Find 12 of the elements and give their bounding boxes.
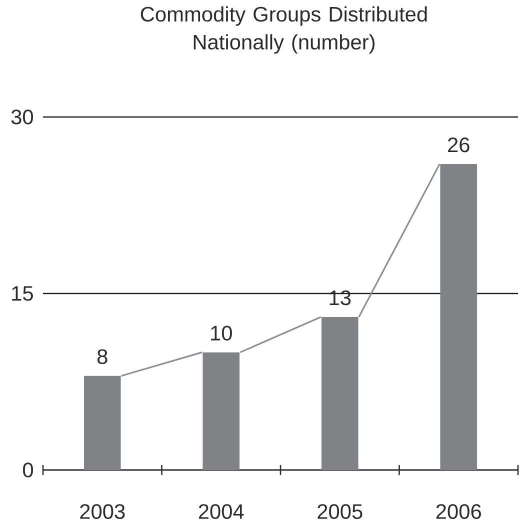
y-tick-label: 30 xyxy=(11,110,34,124)
y-tick-label: 0 xyxy=(23,462,34,478)
y-tick-label: 15 xyxy=(12,286,33,301)
data-label: 26 xyxy=(448,137,470,152)
chart-title: Commodity Groups Distributed Nationally (number) xyxy=(140,6,427,54)
data-label: 10 xyxy=(211,326,232,341)
data-label: 8 xyxy=(97,349,108,364)
data-label: 13 xyxy=(330,290,351,306)
x-tick-label: 2005 xyxy=(318,504,362,519)
x-tick-label: 2003 xyxy=(80,504,125,519)
x-tick-label: 2004 xyxy=(198,504,244,519)
x-tick-label: 2006 xyxy=(436,504,481,519)
